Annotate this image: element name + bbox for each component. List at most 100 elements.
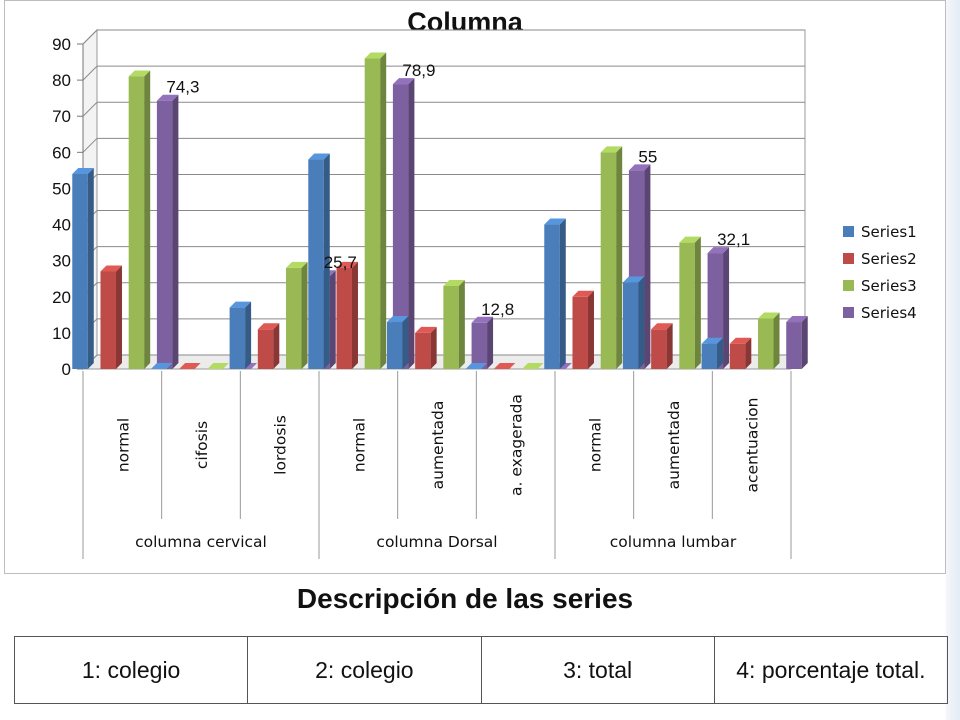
data-label: 55 — [638, 147, 657, 166]
category-label: normal — [586, 418, 604, 472]
bar-top — [257, 323, 280, 330]
bar-side — [144, 70, 151, 369]
bar-front — [386, 322, 403, 369]
bar-top — [758, 312, 780, 319]
bar — [544, 218, 566, 369]
bar — [622, 276, 645, 369]
bar-top — [128, 70, 151, 77]
bar-top — [471, 316, 494, 323]
category-axis: normal cifosis lordosis normal aumentada a. e… — [82, 371, 792, 559]
bar-top — [651, 323, 673, 330]
bar-top — [729, 337, 752, 344]
series-description-table: 1: colegio 2: colegio 3: total 4: porcen… — [13, 636, 949, 704]
bar-front — [392, 84, 409, 369]
bar-top — [386, 316, 409, 323]
bar-top — [493, 363, 516, 369]
data-label: 12,8 — [481, 300, 514, 319]
bar — [729, 337, 752, 369]
bar-side — [745, 337, 752, 369]
category-label: aumentada — [665, 401, 683, 490]
bar-side — [87, 168, 94, 369]
bar — [229, 301, 252, 369]
bar — [308, 153, 330, 369]
bar — [286, 261, 308, 369]
bar-front — [257, 329, 274, 369]
bar — [522, 363, 544, 369]
bar-side — [458, 279, 465, 369]
bar-front — [651, 329, 667, 369]
bar-front — [701, 343, 718, 369]
group-label: columna lumbar — [610, 533, 737, 551]
bar-top — [229, 301, 252, 308]
bar-side — [402, 316, 409, 369]
legend-label: Series3 — [861, 277, 917, 295]
bar-top — [392, 78, 415, 85]
bar-side — [351, 261, 358, 369]
bar-front — [622, 282, 639, 369]
bar-side — [638, 276, 645, 369]
bar — [651, 323, 673, 369]
bar-side — [273, 323, 280, 369]
category-label: acentuacion — [744, 398, 762, 493]
bar-top — [100, 265, 122, 272]
bar-side — [323, 153, 330, 369]
bar-top — [522, 363, 544, 369]
bar-top — [207, 363, 229, 369]
bar — [443, 279, 465, 369]
bar-top — [572, 290, 594, 297]
legend: Series1 Series2 Series3 Series4 — [843, 223, 917, 322]
bar-top — [707, 247, 730, 254]
bar-top — [415, 326, 437, 333]
bar — [72, 168, 94, 369]
y-tick-label: 20 — [52, 288, 71, 307]
bar-front — [229, 307, 246, 369]
bar-front — [572, 296, 588, 369]
bar-side — [616, 146, 623, 369]
bar-side — [115, 265, 122, 369]
bar-top — [628, 164, 651, 171]
bar-top — [544, 218, 566, 225]
bar — [786, 316, 808, 369]
bar-top — [150, 363, 173, 369]
bar-front — [128, 76, 145, 369]
legend-swatch — [843, 307, 854, 318]
bar — [415, 326, 437, 369]
bar-top — [286, 261, 308, 268]
y-tick-label: 50 — [52, 179, 71, 198]
y-tick-label: 70 — [52, 107, 71, 126]
bar — [150, 363, 173, 369]
category-label: a. exagerada — [508, 394, 526, 496]
bar-front — [336, 267, 352, 369]
bar — [465, 363, 488, 369]
bar-side — [723, 247, 730, 369]
bar-front — [729, 343, 746, 369]
bar-side — [644, 164, 651, 369]
bar — [257, 323, 280, 369]
bar — [336, 261, 358, 369]
bar-side — [587, 290, 594, 369]
bar-front — [72, 174, 88, 369]
bar-top — [364, 52, 387, 59]
bar — [600, 146, 623, 369]
bar-top — [701, 337, 724, 344]
series-description-cell: 3: total — [480, 636, 715, 704]
bar-side — [430, 326, 437, 369]
y-tick-label: 40 — [52, 216, 71, 235]
bars — [72, 52, 808, 369]
y-tick-label: 60 — [52, 143, 71, 162]
bar — [128, 70, 151, 369]
y-tick-label: 80 — [52, 71, 71, 90]
page-edge-strip — [946, 0, 960, 720]
bar-side — [559, 218, 566, 369]
legend-label: Series1 — [861, 223, 917, 241]
chart-area: Columna 0 10 20 30 40 50 60 70 80 90 74,3 25,7 78,9… — [4, 0, 946, 574]
bar-top — [156, 94, 179, 101]
bar-top — [600, 146, 623, 153]
bar — [386, 316, 409, 369]
bar-front — [415, 332, 431, 369]
category-label: cifosis — [193, 421, 211, 469]
bar-front — [600, 152, 617, 369]
bar — [572, 290, 594, 369]
group-label: columna Dorsal — [376, 533, 497, 551]
data-label: 25,7 — [324, 253, 357, 272]
